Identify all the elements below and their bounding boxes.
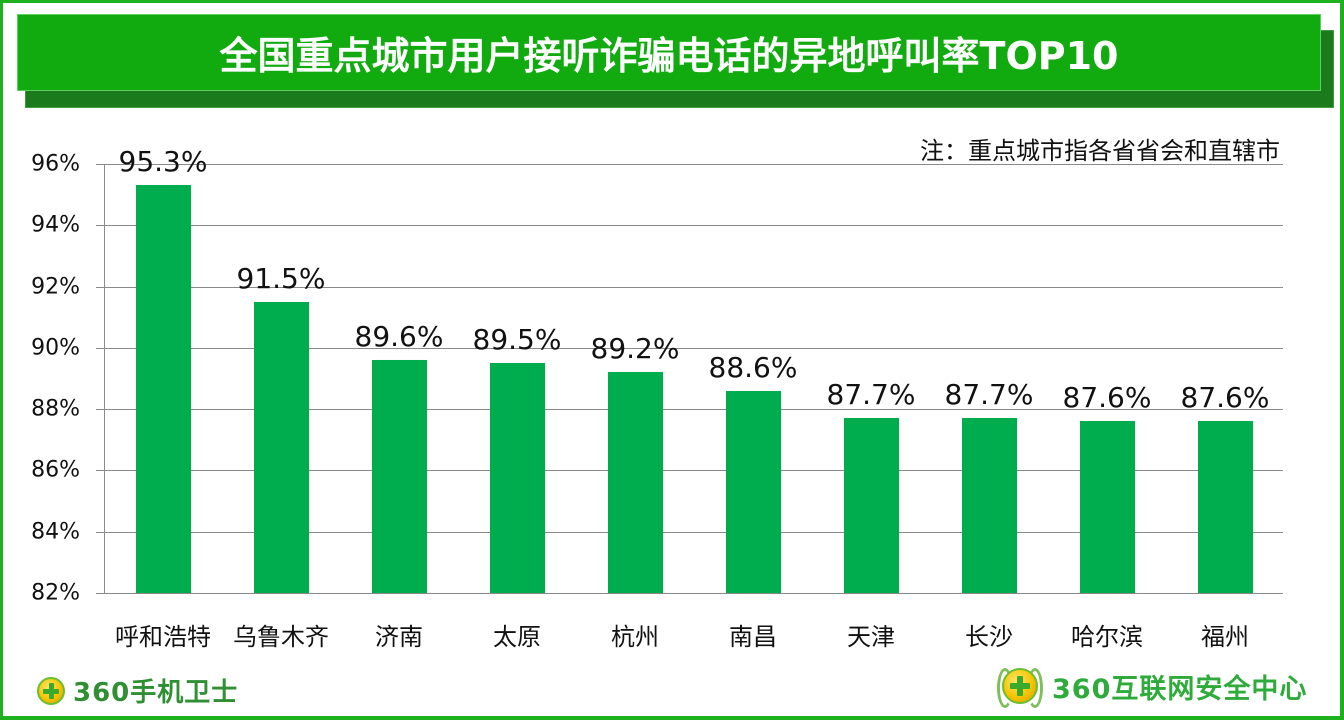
bar-data-label: 91.5% [236,262,326,295]
x-category-label: 天津 [847,623,895,651]
gridline [96,532,1283,533]
bar-data-label: 87.7% [944,378,1034,411]
gridline [96,470,1283,471]
laurel-wreath-icon [996,664,1044,708]
bar-data-label: 87.6% [1180,381,1270,414]
title-banner: 全国重点城市用户接听诈骗电话的异地呼叫率TOP10 [17,14,1321,91]
bar [962,418,1017,593]
bar-data-label: 89.2% [590,332,680,365]
bar-data-label: 89.5% [472,323,562,356]
y-tick-label: 82% [31,580,80,606]
y-tick-label: 86% [31,457,80,483]
y-tick-label: 92% [31,274,80,300]
logo-360-internet-security-center: 360互联网安全中心 [996,664,1307,708]
y-tick-label: 96% [31,151,80,177]
bar [136,185,191,593]
gridline [96,409,1283,410]
gridline [96,348,1283,349]
x-category-label: 福州 [1201,623,1249,651]
y-tick-label: 94% [31,212,80,238]
gridline [96,593,1283,594]
x-category-label: 乌鲁木齐 [233,623,329,651]
bar [254,302,309,593]
gridline [96,164,1283,165]
bar [1198,421,1253,593]
y-tick-label: 90% [31,335,80,361]
bar-data-label: 87.6% [1062,381,1152,414]
360-plus-ball-icon [1002,668,1038,704]
gridline [96,287,1283,288]
x-category-label: 长沙 [965,623,1013,651]
bar [844,418,899,593]
logo-text-left: 360手机卫士 [73,678,239,708]
logo-text-right: 360互联网安全中心 [1052,673,1308,705]
bar-data-label: 89.6% [354,320,444,353]
bar-data-label: 87.7% [826,378,916,411]
y-tick-label: 88% [31,396,80,422]
x-category-label: 哈尔滨 [1071,623,1143,651]
x-category-label: 南昌 [729,623,777,651]
x-category-label: 济南 [375,623,423,651]
x-category-label: 呼和浩特 [115,623,211,651]
x-category-label: 杭州 [611,623,659,651]
bar [726,391,781,593]
bar [372,360,427,593]
chart-note: 注：重点城市指各省省会和直辖市 [920,137,1280,165]
page-title: 全国重点城市用户接听诈骗电话的异地呼叫率TOP10 [219,34,1119,78]
gridline [96,225,1283,226]
y-axis-line [104,164,105,593]
logo-360-mobile-guard: 360手机卫士 [37,672,238,709]
y-tick-label: 84% [31,519,80,545]
bar-data-label: 95.3% [118,145,208,178]
bar [608,372,663,593]
bar [1080,421,1135,593]
bar-data-label: 88.6% [708,351,798,384]
bar [490,363,545,593]
x-category-label: 太原 [493,623,541,651]
360-plus-ball-icon [37,676,65,705]
